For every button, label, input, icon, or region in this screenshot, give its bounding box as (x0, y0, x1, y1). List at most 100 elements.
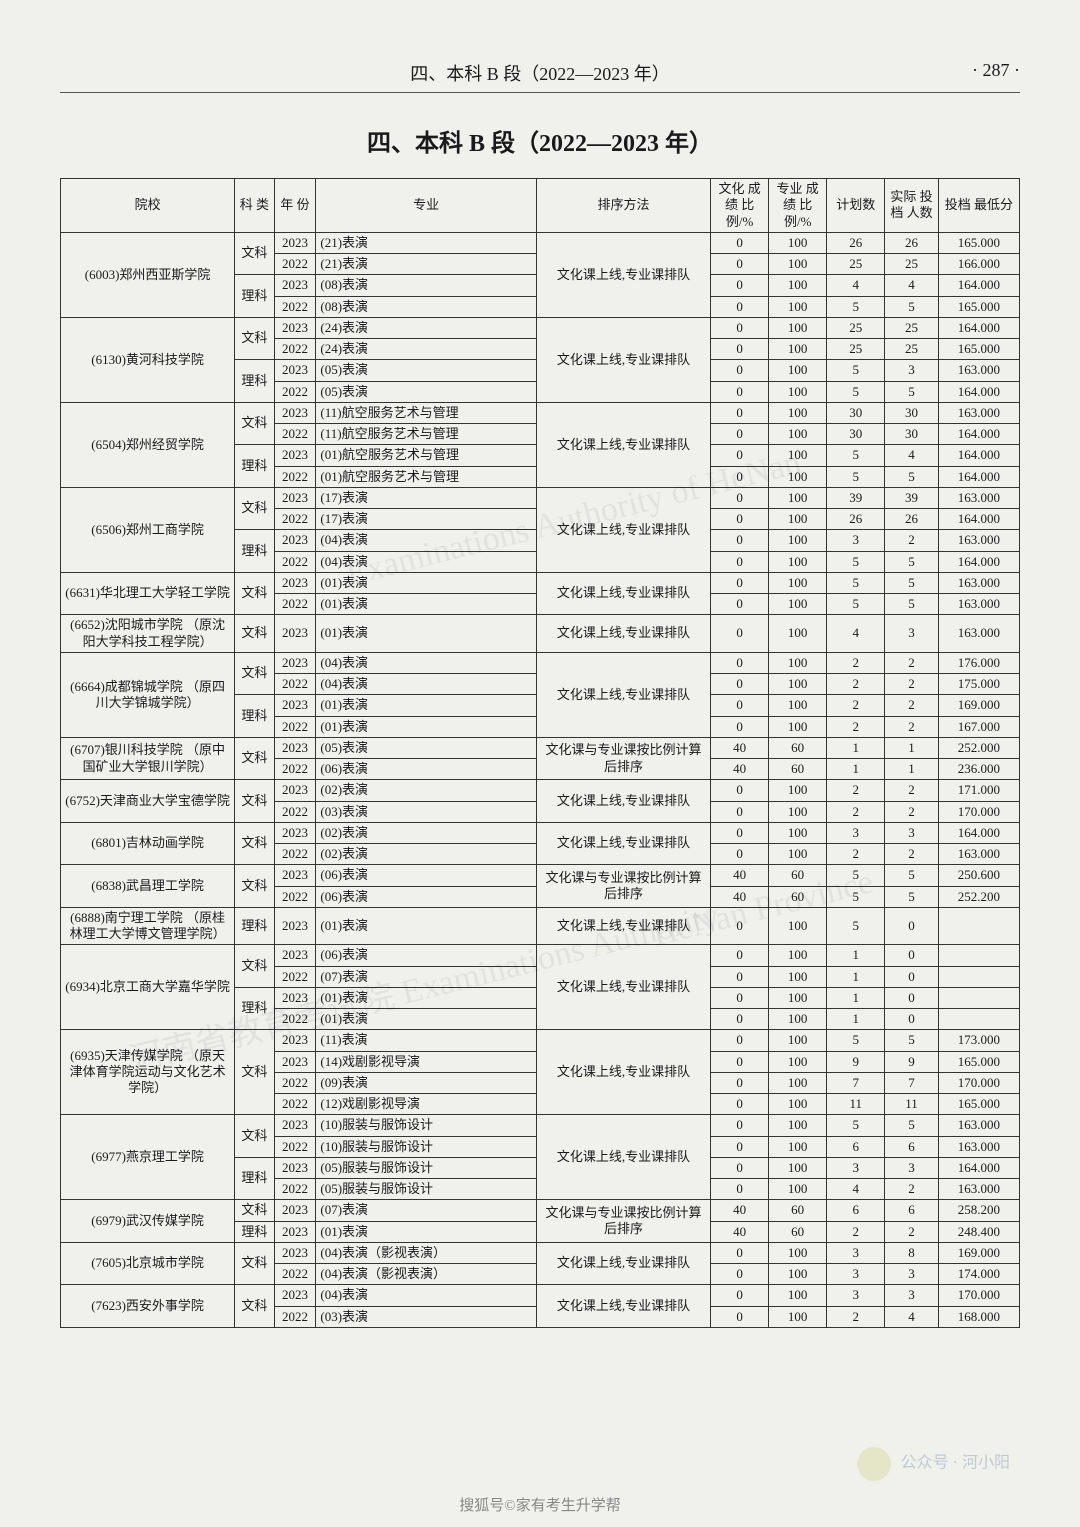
cell-pct-a: 0 (711, 844, 769, 865)
cell-year: 2023 (274, 445, 316, 466)
cell-pct-a: 0 (711, 509, 769, 530)
cell-sort: 文化课上线,专业课排队 (536, 402, 710, 487)
cell-min: 169.000 (938, 695, 1019, 716)
cell-min (938, 966, 1019, 987)
cell-pct-b: 100 (769, 466, 827, 487)
cell-sort: 文化课上线,专业课排队 (536, 1285, 710, 1328)
cell-major: (05)表演 (316, 737, 537, 758)
cell-pct-b: 100 (769, 780, 827, 801)
cell-sort: 文化课上线,专业课排队 (536, 615, 710, 653)
cell-subject: 文科 (235, 865, 274, 908)
cell-sort: 文化课上线,专业课排队 (536, 1030, 710, 1115)
cell-pct-a: 0 (711, 1094, 769, 1115)
cell-min: 165.000 (938, 1051, 1019, 1072)
col-school: 院校 (61, 179, 235, 233)
cell-major: (02)表演 (316, 822, 537, 843)
cell-plan: 2 (827, 801, 885, 822)
cell-school: (6664)成都锦城学院 （原四川大学锦城学院） (61, 652, 235, 737)
cell-actual: 25 (885, 339, 938, 360)
cell-actual: 0 (885, 987, 938, 1008)
cell-subject: 文科 (235, 1030, 274, 1115)
cell-sort: 文化课上线,专业课排队 (536, 945, 710, 1030)
cell-year: 2023 (274, 232, 316, 253)
cell-min: 248.400 (938, 1221, 1019, 1242)
cell-plan: 2 (827, 716, 885, 737)
cell-actual: 3 (885, 1264, 938, 1285)
cell-subject: 文科 (235, 1285, 274, 1328)
col-major: 专业 (316, 179, 537, 233)
cell-pct-a: 0 (711, 1179, 769, 1200)
admission-table: 院校 科 类 年 份 专业 排序方法 文化 成绩 比例/% 专业 成绩 比例/%… (60, 178, 1020, 1328)
cell-pct-a: 0 (711, 572, 769, 593)
cell-pct-a: 0 (711, 822, 769, 843)
cell-pct-a: 0 (711, 987, 769, 1008)
cell-school: (6506)郑州工商学院 (61, 487, 235, 572)
cell-min (938, 987, 1019, 1008)
cell-min: 163.000 (938, 402, 1019, 423)
cell-actual: 2 (885, 695, 938, 716)
cell-plan: 39 (827, 487, 885, 508)
cell-actual: 9 (885, 1051, 938, 1072)
cell-actual: 5 (885, 551, 938, 572)
cell-subject: 理科 (235, 360, 274, 403)
cell-major: (01)表演 (316, 594, 537, 615)
cell-pct-a: 0 (711, 1051, 769, 1072)
table-row: (6888)南宁理工学院 （原桂林理工大学博文管理学院）理科2023(01)表演… (61, 907, 1020, 945)
cell-min: 165.000 (938, 339, 1019, 360)
cell-school: (6888)南宁理工学院 （原桂林理工大学博文管理学院） (61, 907, 235, 945)
cell-actual: 11 (885, 1094, 938, 1115)
cell-actual: 3 (885, 822, 938, 843)
cell-min: 163.000 (938, 594, 1019, 615)
cell-actual: 2 (885, 652, 938, 673)
cell-actual: 2 (885, 716, 938, 737)
cell-min: 164.000 (938, 445, 1019, 466)
cell-year: 2023 (274, 1030, 316, 1051)
cell-pct-b: 100 (769, 424, 827, 445)
cell-school: (6752)天津商业大学宝德学院 (61, 780, 235, 823)
cell-pct-a: 0 (711, 594, 769, 615)
cell-pct-b: 100 (769, 1009, 827, 1030)
cell-sort: 文化课与专业课按比例计算后排序 (536, 1200, 710, 1243)
cell-min: 164.000 (938, 424, 1019, 445)
cell-pct-b: 100 (769, 487, 827, 508)
cell-plan: 1 (827, 1009, 885, 1030)
cell-pct-b: 100 (769, 1157, 827, 1178)
cell-subject: 理科 (235, 275, 274, 318)
cell-year: 2022 (274, 801, 316, 822)
cell-major: (24)表演 (316, 339, 537, 360)
cell-major: (05)表演 (316, 360, 537, 381)
cell-year: 2023 (274, 822, 316, 843)
cell-plan: 5 (827, 886, 885, 907)
cell-year: 2023 (274, 695, 316, 716)
cell-subject: 文科 (235, 615, 274, 653)
cell-plan: 1 (827, 945, 885, 966)
cell-min: 163.000 (938, 572, 1019, 593)
cell-actual: 3 (885, 1285, 938, 1306)
cell-year: 2023 (274, 615, 316, 653)
cell-plan: 25 (827, 339, 885, 360)
cell-actual: 25 (885, 254, 938, 275)
cell-actual: 2 (885, 530, 938, 551)
cell-year: 2023 (274, 572, 316, 593)
cell-subject: 文科 (235, 487, 274, 530)
cell-min: 165.000 (938, 1094, 1019, 1115)
cell-pct-b: 100 (769, 275, 827, 296)
cell-pct-a: 0 (711, 424, 769, 445)
cell-subject: 理科 (235, 445, 274, 488)
cell-pct-b: 100 (769, 695, 827, 716)
cell-pct-a: 40 (711, 865, 769, 886)
cell-year: 2023 (274, 652, 316, 673)
cell-year: 2023 (274, 945, 316, 966)
cell-plan: 1 (827, 737, 885, 758)
cell-school: (6504)郑州经贸学院 (61, 402, 235, 487)
cell-pct-a: 0 (711, 1285, 769, 1306)
cell-min: 163.000 (938, 1179, 1019, 1200)
cell-sort: 文化课上线,专业课排队 (536, 572, 710, 615)
cell-pct-a: 0 (711, 907, 769, 945)
cell-plan: 9 (827, 1051, 885, 1072)
cell-actual: 26 (885, 509, 938, 530)
table-header-row: 院校 科 类 年 份 专业 排序方法 文化 成绩 比例/% 专业 成绩 比例/%… (61, 179, 1020, 233)
cell-pct-b: 100 (769, 1072, 827, 1093)
cell-min: 164.000 (938, 509, 1019, 530)
cell-major: (04)表演 (316, 551, 537, 572)
